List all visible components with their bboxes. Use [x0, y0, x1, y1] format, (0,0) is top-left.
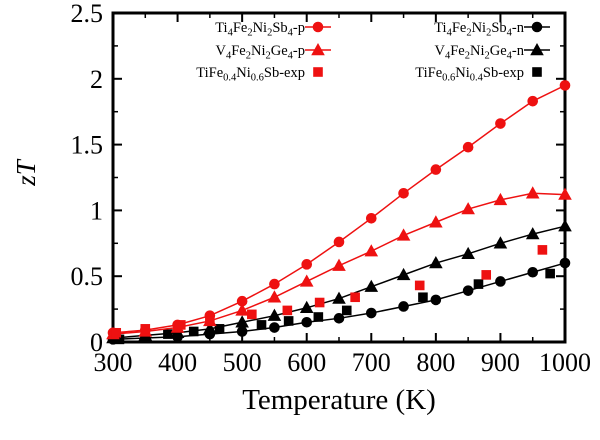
- ti4fe2ni2sb4-n-point: [365, 307, 377, 319]
- tife0-4ni0-6sb-exp-point: [140, 324, 151, 334]
- y-tick-label: 2: [90, 65, 103, 94]
- ti4fe2ni2sb4-p-point: [527, 95, 539, 107]
- ti4fe2ni2sb4-p-point: [333, 236, 345, 248]
- tife0-4ni0-6sb-exp-point: [314, 297, 325, 308]
- y-tick-label: 1.5: [71, 131, 104, 160]
- v4fe2ni2ge4-n-point: [364, 279, 379, 292]
- ti4fe2ni2sb4-n-legend-point: [531, 21, 543, 33]
- tife0-6ni0-4sb-exp-legend-point: [532, 67, 542, 77]
- tife0-4ni0-6sb-exp-point: [247, 309, 257, 320]
- tife0-6ni0-4sb-exp-point: [140, 331, 151, 342]
- v4fe2ni2ge4-p-point: [525, 186, 540, 199]
- v4fe2ni2ge4-n-point: [332, 291, 346, 304]
- v4fe2ni2ge4-p-point: [493, 192, 508, 206]
- v4fe2ni2ge4-n-legend-point: [530, 43, 544, 56]
- tife0-4ni0-6sb-exp-legend-label: TiFe0.4Ni0.6Sb-exp: [196, 65, 305, 84]
- ti4fe2ni2sb4-n-point: [301, 316, 313, 328]
- ti4fe2ni2sb4-p-legend-label: Ti4Fe2Ni2Sb4-p: [215, 20, 305, 39]
- v4fe2ni2ge4-n-point: [525, 227, 540, 240]
- ti4fe2ni2sb4-n-point: [333, 313, 345, 324]
- v4fe2ni2ge4-p-point: [235, 303, 249, 316]
- x-tick-label: 500: [223, 348, 262, 377]
- v4fe2ni2ge4-p-point: [558, 187, 572, 200]
- ti4fe2ni2sb4-n-point: [462, 285, 474, 296]
- tife0-4ni0-6sb-exp-point: [537, 245, 548, 255]
- ti4fe2ni2sb4-n-point: [236, 326, 248, 337]
- y-tick-label: 0.5: [71, 262, 104, 291]
- v4fe2ni2ge4-p-point: [429, 215, 443, 228]
- y-tick-label: 2.5: [71, 0, 104, 28]
- y-tick-label: 0: [90, 328, 103, 357]
- v4fe2ni2ge4-p-point: [299, 274, 314, 287]
- x-tick-label: 400: [158, 348, 197, 377]
- x-tick-label: 1000: [539, 348, 591, 377]
- tife0-4ni0-6sb-exp-point: [414, 280, 425, 291]
- v4fe2ni2ge4-n-point: [203, 321, 217, 335]
- tife0-6ni0-4sb-exp-point: [418, 292, 428, 303]
- ti4fe2ni2sb4-p-point: [430, 164, 442, 175]
- v4fe2ni2ge4-n-point: [461, 246, 475, 260]
- x-tick-label: 900: [481, 348, 520, 377]
- ti4fe2ni2sb4-p-point: [269, 278, 280, 290]
- v4fe2ni2ge4-n-point: [396, 267, 411, 281]
- tife0-6ni0-4sb-exp-point: [283, 316, 294, 326]
- tife0-6ni0-4sb-exp-point: [313, 312, 324, 322]
- ti4fe2ni2sb4-p-legend-point: [312, 21, 324, 33]
- x-axis-title: Temperature (K): [242, 384, 436, 416]
- v4fe2ni2ge4-p-point: [332, 258, 346, 271]
- ti4fe2ni2sb4-n-point: [269, 322, 280, 333]
- v4fe2ni2ge4-n-point: [299, 300, 314, 313]
- ti4fe2ni2sb4-p-point: [559, 80, 571, 91]
- v4fe2ni2ge4-n-point: [493, 236, 508, 249]
- ti4fe2ni2sb4-n-point: [527, 266, 539, 278]
- tife0-4ni0-6sb-exp-point: [350, 292, 360, 303]
- tife0-6ni0-4sb-exp-legend-label: TiFe0.6Ni0.4Sb-exp: [415, 65, 524, 84]
- v4fe2ni2ge4-p-point: [364, 244, 379, 257]
- tife0-4ni0-6sb-exp-legend-point: [313, 67, 323, 77]
- ti4fe2ni2sb4-n-legend-label: Ti4Fe2Ni2Sb4-n: [434, 20, 525, 39]
- ti4fe2ni2sb4-n-point: [559, 257, 571, 269]
- ti4fe2ni2sb4-p-point: [236, 295, 248, 307]
- tife0-4ni0-6sb-exp-point: [481, 270, 492, 280]
- tife0-4ni0-6sb-exp-point: [111, 327, 122, 338]
- ti4fe2ni2sb4-p-point: [495, 118, 506, 129]
- tife0-6ni0-4sb-exp-point: [214, 324, 225, 334]
- x-tick-label: 300: [94, 348, 133, 377]
- y-axis-title: zT: [11, 160, 41, 186]
- tife0-4ni0-6sb-exp-point: [205, 316, 215, 326]
- tife0-6ni0-4sb-exp-point: [473, 279, 484, 289]
- tife0-6ni0-4sb-exp-point: [341, 305, 352, 316]
- v4fe2ni2ge4-n-point: [558, 219, 572, 232]
- v4fe2ni2ge4-n-point: [267, 308, 282, 321]
- x-tick-label: 800: [416, 348, 455, 377]
- ti4fe2ni2sb4-p-point: [462, 141, 474, 153]
- v4fe2ni2ge4-p-point: [461, 202, 475, 215]
- v4fe2ni2ge4-p-legend-label: V4Fe2Ni2Ge4-p: [216, 43, 306, 62]
- v4fe2ni2ge4-n-legend-label: V4Fe2Ni2Ge4-n: [435, 43, 525, 62]
- tife0-6ni0-4sb-exp-point: [188, 326, 199, 337]
- v4fe2ni2ge4-p-point: [396, 228, 411, 241]
- ti4fe2ni2sb4-p-point: [301, 259, 313, 270]
- v4fe2ni2ge4-p-point: [267, 290, 282, 303]
- tife0-6ni0-4sb-exp-point: [545, 268, 555, 279]
- tife0-6ni0-4sb-exp-point: [114, 334, 125, 345]
- tife0-6ni0-4sb-exp-point: [163, 329, 173, 339]
- v4fe2ni2ge4-n-point: [429, 256, 443, 269]
- x-tick-label: 700: [352, 348, 391, 377]
- ti4fe2ni2sb4-p-point: [398, 187, 409, 199]
- tife0-4ni0-6sb-exp-point: [282, 305, 293, 316]
- tife0-4ni0-6sb-exp-point: [176, 320, 186, 330]
- ti4fe2ni2sb4-n-point: [398, 301, 409, 312]
- ti4fe2ni2sb4-p-point: [365, 212, 377, 224]
- v4fe2ni2ge4-p-legend-point: [311, 43, 325, 56]
- ti4fe2ni2sb4-n-point: [495, 276, 506, 287]
- v4fe2ni2ge4-n-point: [235, 315, 249, 328]
- ti4fe2ni2sb4-n-point: [430, 294, 442, 306]
- tife0-6ni0-4sb-exp-point: [256, 320, 267, 330]
- x-tick-label: 600: [287, 348, 326, 377]
- y-tick-label: 1: [90, 196, 103, 225]
